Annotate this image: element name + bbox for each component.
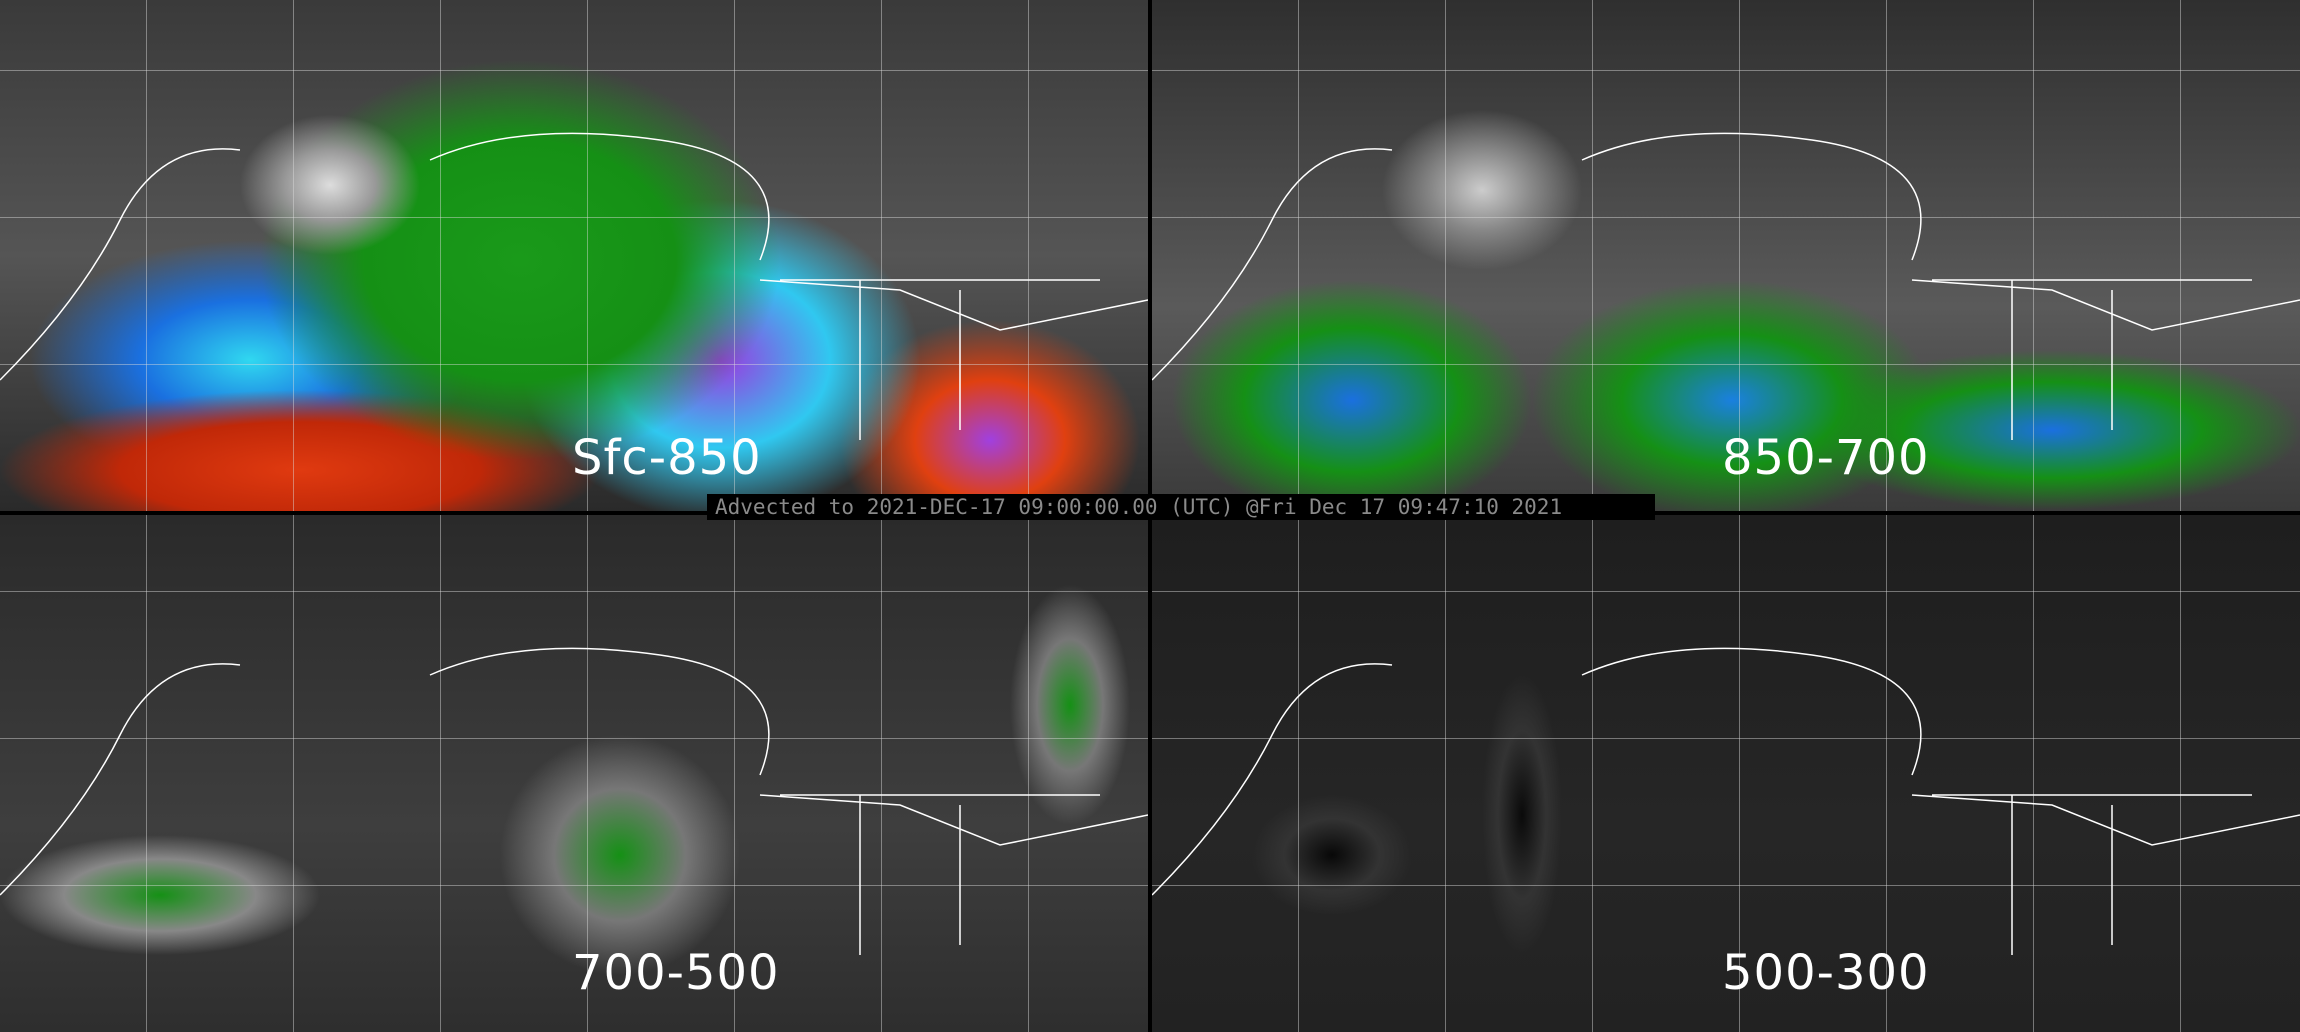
- layer-label: Sfc-850: [572, 430, 762, 486]
- coastline-overlay: [1152, 132, 2300, 440]
- panel-500-300: 500-300: [1152, 515, 2300, 1032]
- lat-lon-grid: [0, 515, 1148, 1032]
- panel-850-700: 850-700: [1152, 0, 2300, 511]
- lat-lon-grid: [0, 0, 1148, 511]
- layer-label: 500-300: [1722, 945, 1930, 1001]
- coastline-overlay: [0, 647, 1148, 955]
- coastline-overlay: [1152, 647, 2300, 955]
- layer-label: 700-500: [572, 945, 780, 1001]
- timestamp-caption: Advected to 2021-DEC-17 09:00:00.00 (UTC…: [707, 494, 1655, 520]
- panel-sfc-850: Sfc-850: [0, 0, 1148, 511]
- layer-label: 850-700: [1722, 430, 1930, 486]
- lat-lon-grid: [1152, 515, 2300, 1032]
- lat-lon-grid: [1152, 0, 2300, 511]
- coastline-overlay: [0, 132, 1148, 440]
- panel-700-500: 700-500: [0, 515, 1148, 1032]
